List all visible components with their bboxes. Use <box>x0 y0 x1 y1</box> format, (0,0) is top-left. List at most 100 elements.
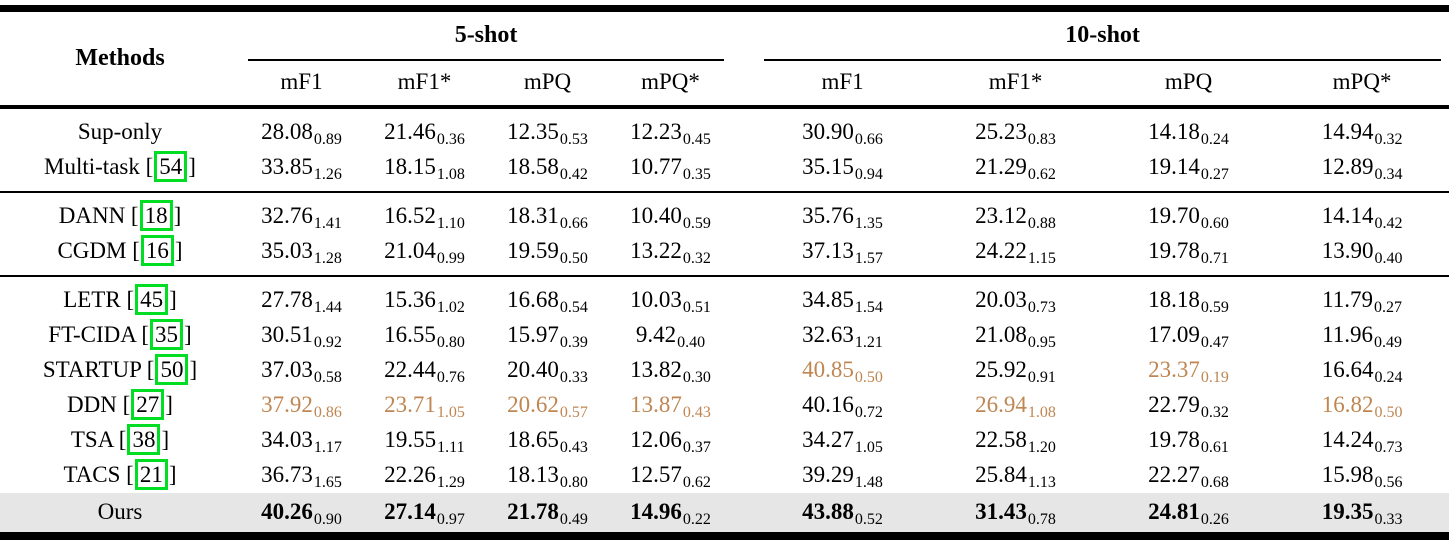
value-mean: 15.97 <box>507 322 559 347</box>
value-mean: 22.26 <box>384 462 436 487</box>
citation-link[interactable]: 18 <box>139 200 173 231</box>
metric-value: 12.570.62 <box>609 458 732 493</box>
value-std: 0.72 <box>854 404 883 421</box>
value-std: 0.50 <box>854 369 883 386</box>
value-mean: 16.52 <box>384 203 436 228</box>
value-std: 0.76 <box>436 369 465 386</box>
value-std: 0.51 <box>682 299 711 316</box>
value-std: 1.10 <box>436 215 465 232</box>
value-mean: 40.26 <box>261 499 313 524</box>
metric-value: 30.900.66 <box>756 107 929 150</box>
value-mean: 13.22 <box>630 238 682 263</box>
value-mean: 18.65 <box>507 427 559 452</box>
value-std: 0.24 <box>1200 131 1229 148</box>
citation-link[interactable]: 16 <box>140 235 174 266</box>
metric-value: 21.290.62 <box>929 150 1102 192</box>
metric-value: 25.920.91 <box>929 353 1102 388</box>
value-std: 1.08 <box>436 166 465 183</box>
metric-value: 16.521.10 <box>363 191 486 234</box>
metric-value: 34.031.17 <box>240 423 363 458</box>
value-mean: 15.36 <box>384 287 436 312</box>
metric-value: 10.770.35 <box>609 150 732 192</box>
value-mean: 21.78 <box>507 499 559 524</box>
value-mean: 37.92 <box>261 392 313 417</box>
value-mean: 30.51 <box>261 322 313 347</box>
table-row: Ours 40.260.90 27.140.97 21.780.49 14.960.22… <box>0 493 1449 536</box>
column-group-gap <box>732 353 756 388</box>
metric-value: 12.060.37 <box>609 423 732 458</box>
metric-value: 34.851.54 <box>756 275 930 318</box>
metric-value: 33.851.26 <box>240 150 363 192</box>
table-row: STARTUP [50] 37.030.58 22.440.76 20.400.33 1… <box>0 353 1449 388</box>
value-mean: 12.57 <box>630 462 682 487</box>
metric-value: 37.131.57 <box>756 234 929 276</box>
value-std: 0.43 <box>682 404 711 421</box>
value-mean: 11.96 <box>1322 322 1374 347</box>
metric-value: 14.960.22 <box>609 493 732 536</box>
value-std: 1.05 <box>854 439 883 456</box>
value-std: 1.21 <box>854 334 883 351</box>
value-std: 0.83 <box>1027 131 1056 148</box>
value-std: 0.54 <box>559 299 588 316</box>
value-mean: 14.14 <box>1321 203 1374 228</box>
value-std: 0.33 <box>1374 511 1403 528</box>
col-header-10shot-mpq: mPQ <box>1164 69 1213 94</box>
citation-link[interactable]: 38 <box>127 424 161 455</box>
citation-link[interactable]: 45 <box>135 284 169 315</box>
column-group-gap <box>732 9 756 108</box>
metric-value: 23.370.19 <box>1102 353 1275 388</box>
metric-value: 18.580.42 <box>486 150 609 192</box>
value-std: 1.65 <box>313 474 342 491</box>
value-std: 0.32 <box>682 250 711 267</box>
citation-link[interactable]: 54 <box>154 151 188 182</box>
value-std: 1.57 <box>854 250 883 267</box>
metric-value: 19.700.60 <box>1102 191 1276 234</box>
citation-link[interactable]: 50 <box>155 354 189 385</box>
col-header-5shot-mpqs: mPQ* <box>641 69 700 94</box>
citation-link[interactable]: 21 <box>134 459 168 490</box>
value-std: 0.37 <box>682 439 711 456</box>
value-std: 0.42 <box>559 166 588 183</box>
value-mean: 14.18 <box>1148 119 1200 144</box>
value-std: 0.27 <box>1200 166 1229 183</box>
metric-value: 23.711.05 <box>363 388 486 423</box>
value-mean: 22.58 <box>975 427 1027 452</box>
metric-value: 21.040.99 <box>363 234 486 276</box>
value-mean: 16.82 <box>1321 392 1374 417</box>
metric-value: 9.420.40 <box>609 318 732 353</box>
value-mean: 26.94 <box>975 392 1027 417</box>
value-std: 1.05 <box>436 404 465 421</box>
value-std: 0.43 <box>559 439 588 456</box>
col-header-5shot-mf1s: mF1* <box>397 69 452 94</box>
metric-value: 19.780.61 <box>1102 423 1275 458</box>
value-mean: 28.08 <box>261 119 313 144</box>
value-std: 0.50 <box>559 250 588 267</box>
value-mean: 33.85 <box>261 154 313 179</box>
citation-link[interactable]: 27 <box>131 389 165 420</box>
value-mean: 22.27 <box>1148 462 1200 487</box>
value-std: 0.30 <box>682 369 711 386</box>
metric-value: 16.640.24 <box>1275 353 1449 388</box>
metric-value: 22.270.68 <box>1102 458 1275 493</box>
value-mean: 25.84 <box>975 462 1027 487</box>
value-mean: 19.78 <box>1148 427 1200 452</box>
citation-link[interactable]: 35 <box>150 319 184 350</box>
value-std: 1.20 <box>1027 439 1056 456</box>
value-std: 1.15 <box>1027 250 1056 267</box>
value-std: 1.35 <box>854 215 883 232</box>
value-mean: 13.87 <box>630 392 682 417</box>
value-std: 0.80 <box>559 474 588 491</box>
metric-header-row: mF1 mF1* mPQ mPQ* mF1 mF1* mPQ mPQ* <box>0 61 1449 107</box>
value-std: 0.57 <box>559 404 588 421</box>
value-std: 1.44 <box>313 299 342 316</box>
value-std: 0.53 <box>559 131 588 148</box>
metric-value: 17.090.47 <box>1102 318 1275 353</box>
value-std: 0.26 <box>1200 511 1229 528</box>
metric-value: 37.920.86 <box>240 388 363 423</box>
column-group-gap <box>732 318 756 353</box>
metric-value: 18.180.59 <box>1102 275 1276 318</box>
metric-value: 21.780.49 <box>486 493 609 536</box>
value-std: 1.08 <box>1027 404 1056 421</box>
value-mean: 21.46 <box>384 119 436 144</box>
method-name: TACS [21] <box>0 458 240 493</box>
